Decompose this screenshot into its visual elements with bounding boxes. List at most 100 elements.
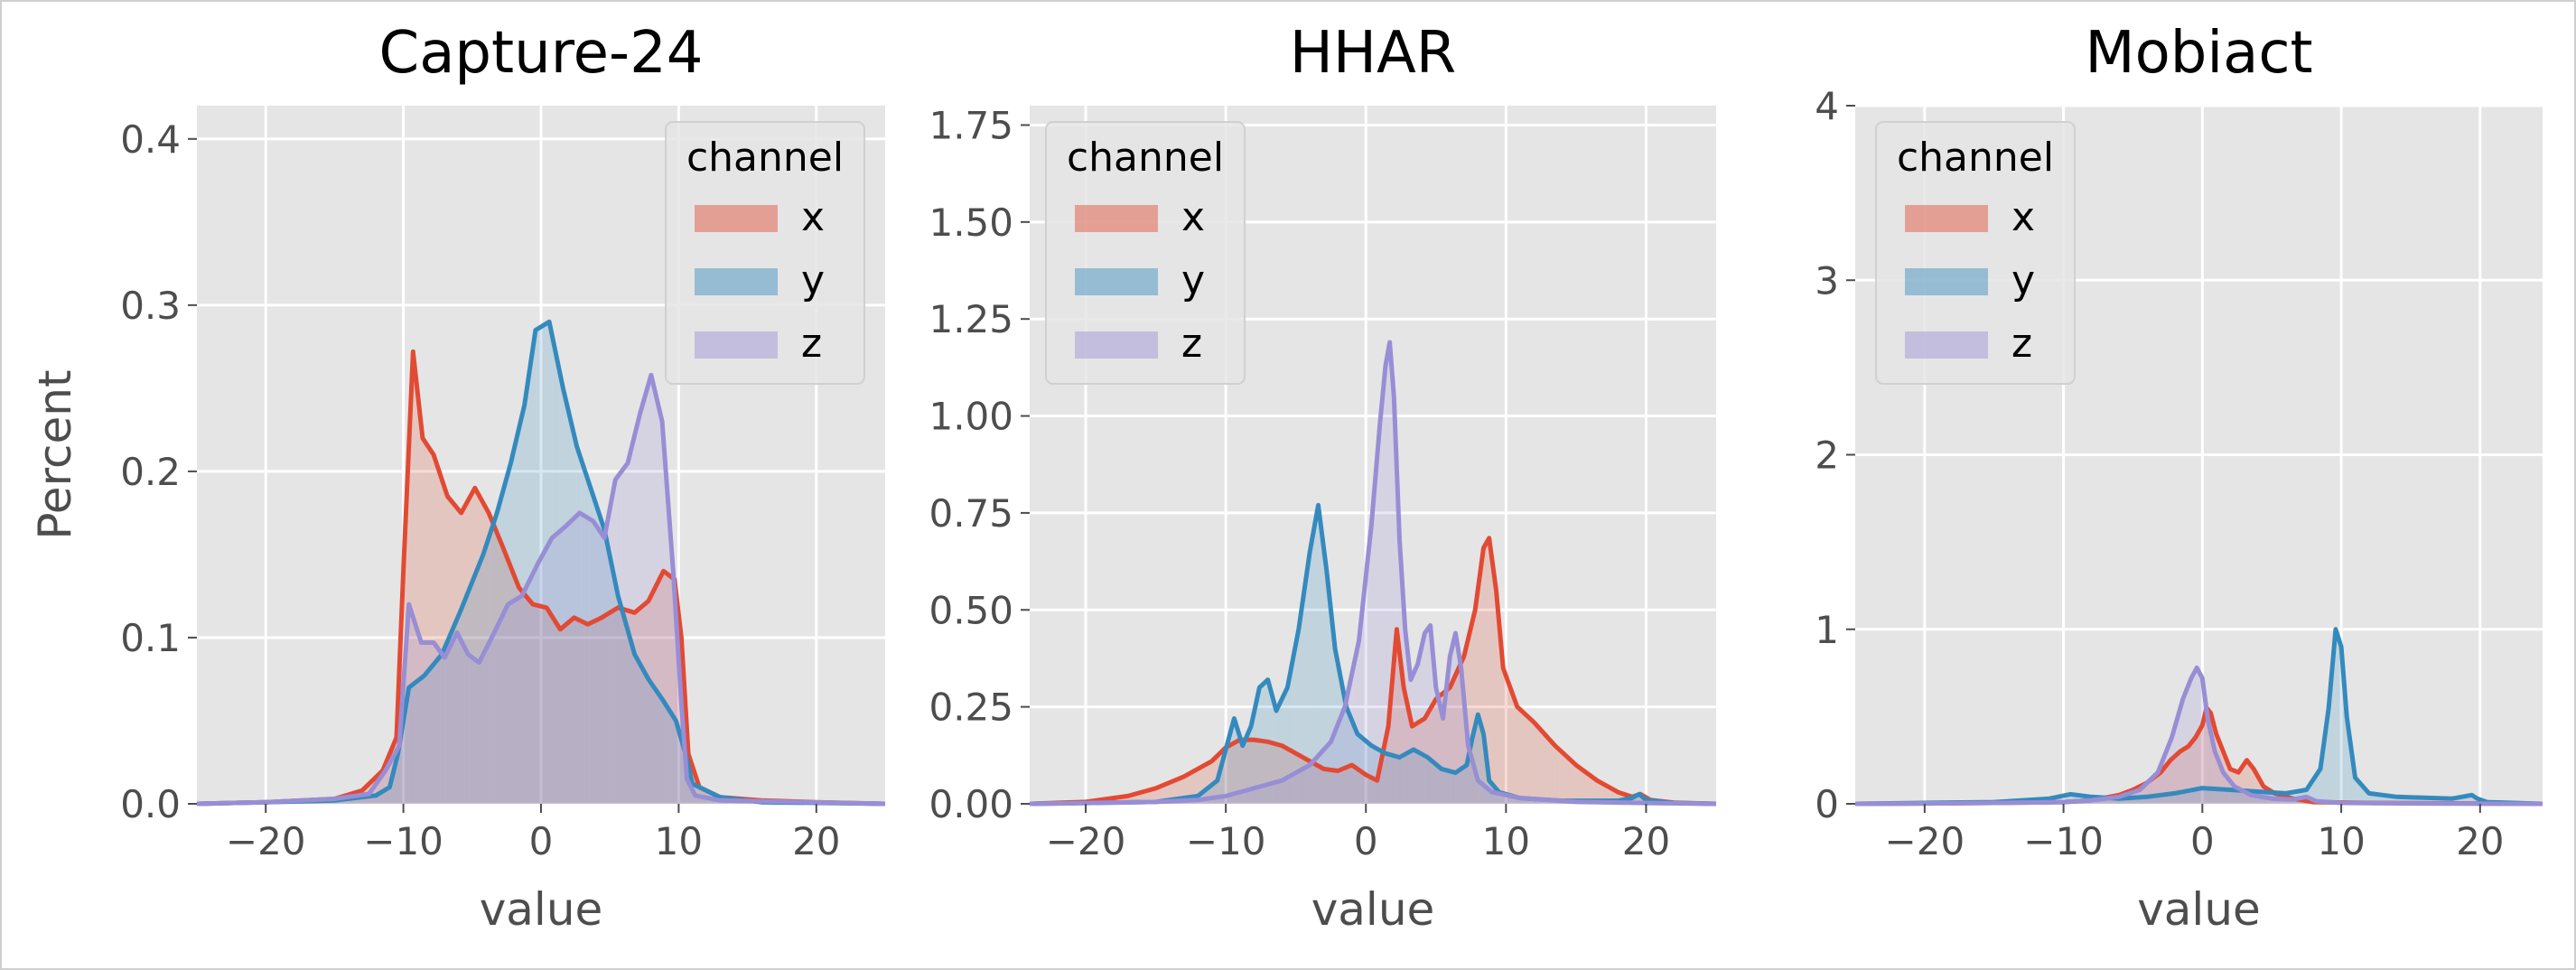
hist-bar-y bbox=[2380, 795, 2385, 804]
hist-bar-z bbox=[1470, 762, 1476, 804]
hist-bar-z bbox=[531, 572, 536, 804]
hist-bar-z bbox=[424, 642, 429, 804]
hist-bar-y bbox=[2317, 769, 2322, 804]
hist-bar-z bbox=[618, 472, 622, 804]
hist-bar-z bbox=[2280, 798, 2285, 804]
hist-bar-z bbox=[1269, 783, 1274, 804]
hist-bar-x bbox=[1320, 768, 1324, 804]
hist-bar-y bbox=[1315, 508, 1321, 804]
hist-bar-x bbox=[1433, 700, 1438, 804]
hist-bar-x bbox=[1550, 743, 1555, 804]
hist-bar-x bbox=[1488, 543, 1492, 804]
hist-bar-z bbox=[552, 536, 556, 804]
hist-bar-x bbox=[1126, 796, 1131, 804]
hist-bar-y bbox=[361, 797, 367, 804]
hist-bar-y bbox=[2163, 794, 2168, 804]
hist-bar-y bbox=[2409, 797, 2414, 804]
hist-bar-x bbox=[1517, 708, 1522, 804]
hist-bar-z bbox=[630, 443, 635, 804]
hist-bar-y bbox=[1416, 751, 1421, 804]
hist-bar-y bbox=[1395, 756, 1400, 804]
hist-bar-x bbox=[1407, 716, 1413, 804]
y-tick-label: 0.75 bbox=[929, 491, 1013, 536]
hist-bar-x bbox=[469, 494, 474, 804]
hist-bar-y bbox=[494, 515, 499, 804]
hist-bar-x bbox=[1592, 779, 1598, 804]
hist-bar-x bbox=[1630, 797, 1636, 804]
hist-bar-z bbox=[1500, 794, 1505, 804]
hist-bar-z bbox=[1429, 633, 1433, 804]
hist-bar-z bbox=[1521, 797, 1526, 804]
hist-bar-z bbox=[1445, 675, 1451, 804]
hist-bar-y bbox=[584, 477, 590, 804]
hist-bar-x bbox=[2213, 731, 2218, 804]
hist-bar-z bbox=[2163, 752, 2168, 804]
hist-bar-x bbox=[1273, 743, 1278, 804]
hist-bar-x bbox=[1193, 769, 1199, 804]
hist-bar-z bbox=[2167, 742, 2172, 804]
hist-bar-x bbox=[1256, 740, 1261, 804]
hist-bar-z bbox=[2101, 798, 2105, 804]
hist-bar-z bbox=[527, 581, 532, 804]
hist-bar-z bbox=[2155, 772, 2160, 804]
hist-bar-y bbox=[2355, 779, 2360, 804]
x-axis-label: value bbox=[480, 883, 603, 936]
hist-bar-y bbox=[518, 419, 524, 804]
hist-bar-y bbox=[1366, 742, 1370, 804]
hist-bar-z bbox=[1534, 798, 1539, 804]
hist-bar-y bbox=[1508, 795, 1514, 804]
legend-swatch-z bbox=[1075, 331, 1158, 359]
hist-bar-x bbox=[1181, 777, 1186, 804]
hist-bar-z bbox=[1391, 387, 1395, 804]
hist-bar-y bbox=[2171, 793, 2177, 804]
hist-bar-x bbox=[1155, 787, 1161, 804]
legend-label-z: z bbox=[2011, 321, 2032, 367]
hist-bar-x bbox=[428, 449, 433, 804]
hist-bar-y bbox=[626, 632, 631, 804]
hist-bar-y bbox=[1458, 769, 1463, 804]
hist-bar-x bbox=[382, 765, 387, 804]
hist-bar-z bbox=[544, 548, 548, 804]
hist-bar-y bbox=[2151, 796, 2156, 804]
hist-bar-x bbox=[692, 772, 697, 804]
hist-bar-x bbox=[613, 609, 619, 804]
hist-bar-x bbox=[1580, 769, 1585, 804]
hist-bar-x bbox=[1437, 695, 1442, 804]
hist-bar-x bbox=[676, 608, 680, 804]
hist-bar-z bbox=[1218, 797, 1224, 804]
hist-bar-y bbox=[2200, 788, 2206, 804]
hist-bar-x bbox=[424, 443, 429, 804]
hist-bar-x bbox=[1529, 720, 1535, 804]
hist-bar-z bbox=[2109, 797, 2114, 804]
legend-box bbox=[665, 121, 865, 385]
hist-bar-y bbox=[1344, 708, 1349, 804]
hist-bar-y bbox=[2350, 762, 2356, 804]
hist-bar-y bbox=[444, 642, 449, 804]
hist-bar-y bbox=[630, 647, 635, 804]
hist-bar-x bbox=[1391, 669, 1395, 804]
hist-bar-x bbox=[1198, 768, 1202, 804]
hist-bar-y bbox=[618, 602, 622, 804]
hist-bar-y bbox=[1475, 717, 1479, 804]
hist-bar-z bbox=[1483, 787, 1489, 804]
hist-bar-x bbox=[1323, 769, 1329, 804]
hist-bar-y bbox=[419, 677, 425, 804]
x-axis-label: value bbox=[2137, 883, 2261, 936]
hist-bar-z bbox=[1462, 706, 1467, 804]
hist-bar-x bbox=[1496, 613, 1501, 804]
hist-bar-x bbox=[1442, 692, 1446, 804]
hist-bar-y bbox=[502, 485, 507, 804]
hist-bar-y bbox=[2388, 796, 2393, 804]
hist-bar-y bbox=[2213, 788, 2218, 804]
hist-bar-x bbox=[2163, 766, 2168, 804]
hist-bar-x bbox=[1572, 762, 1576, 804]
hist-bar-z bbox=[1340, 712, 1345, 804]
hist-bar-y bbox=[2130, 797, 2135, 804]
hist-bar-z bbox=[1508, 796, 1514, 804]
hist-bar-y bbox=[634, 658, 639, 804]
hist-bar-x bbox=[1374, 779, 1379, 804]
hist-bar-z bbox=[1366, 556, 1370, 804]
legend-label-y: y bbox=[2011, 257, 2035, 303]
hist-bar-y bbox=[605, 546, 611, 804]
hist-bar-x bbox=[1336, 770, 1341, 804]
